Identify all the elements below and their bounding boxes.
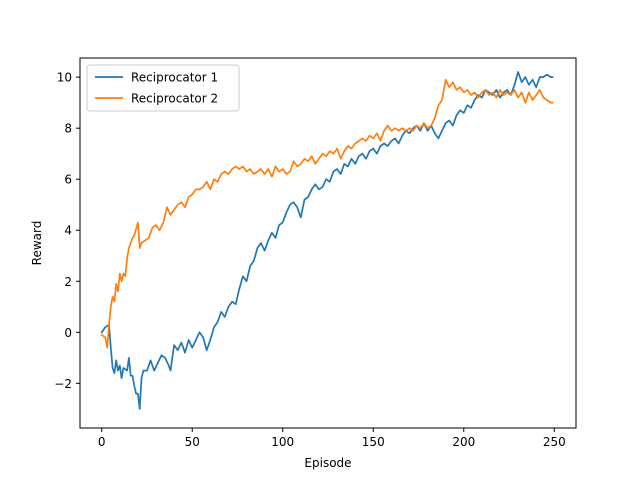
legend-box (86, 64, 240, 112)
y-tick-label: −2 (54, 377, 72, 391)
x-tick-label: 200 (452, 435, 475, 449)
y-tick-label: 0 (64, 326, 72, 340)
legend: Reciprocator 1 Reciprocator 2 (86, 64, 240, 112)
x-tick-label: 0 (98, 435, 106, 449)
legend-label-reciprocator-2: Reciprocator 2 (131, 92, 218, 106)
series-layer (100, 71, 554, 410)
x-tick-label: 50 (185, 435, 200, 449)
y-axis-label: Reward (30, 221, 44, 266)
ticks-layer: 0 50 100 150 200 250 −2 0 2 4 6 8 10 (54, 71, 565, 449)
y-tick-label: 2 (64, 275, 72, 289)
x-tick-label: 250 (543, 435, 566, 449)
x-axis-label: Episode (304, 456, 351, 470)
y-tick-label: 8 (64, 122, 72, 136)
y-tick-label: 4 (64, 224, 72, 238)
series-line-reciprocator-1 (100, 71, 554, 410)
plot-frame (79, 57, 577, 429)
y-tick-label: 10 (57, 71, 72, 85)
x-tick-label: 100 (271, 435, 294, 449)
x-tick-label: 150 (362, 435, 385, 449)
series-line-reciprocator-2 (100, 78, 554, 349)
y-tick-label: 6 (64, 173, 72, 187)
legend-label-reciprocator-1: Reciprocator 1 (131, 71, 218, 85)
